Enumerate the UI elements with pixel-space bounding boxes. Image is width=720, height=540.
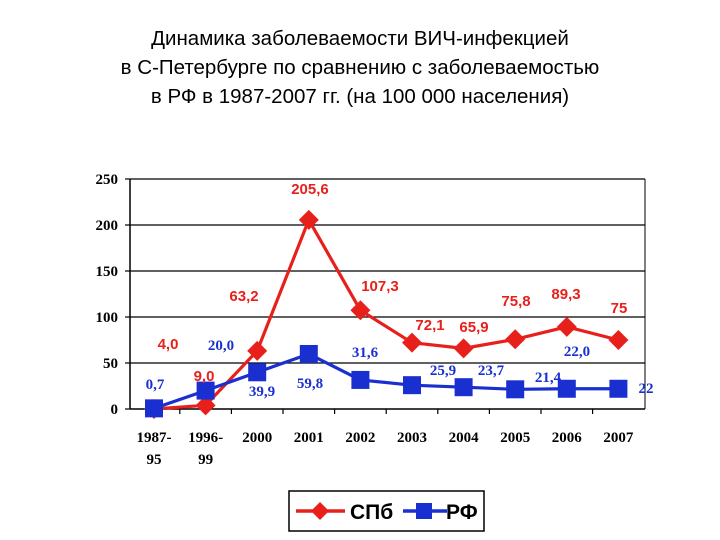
data-label-spb: 63,2 bbox=[229, 288, 258, 305]
data-label-spb: 75 bbox=[611, 300, 628, 317]
marker-square bbox=[506, 380, 525, 399]
marker-diamond bbox=[350, 300, 371, 321]
x-tick-label: 2004 bbox=[449, 430, 480, 446]
data-label-rf: 21,4 bbox=[535, 370, 562, 386]
marker-diamond bbox=[505, 329, 526, 350]
series-line-rf bbox=[153, 352, 619, 410]
x-tick-label: 2001 bbox=[294, 430, 324, 446]
series-line-spb bbox=[153, 218, 619, 411]
data-label-rf: 20,0 bbox=[208, 338, 234, 354]
data-label-rf: 39,9 bbox=[249, 384, 275, 400]
legend-label-rf: РФ bbox=[446, 501, 478, 524]
x-tick-label: 1987- bbox=[137, 430, 172, 446]
marker-diamond bbox=[247, 340, 268, 361]
marker-square bbox=[248, 363, 267, 382]
marker-diamond bbox=[608, 330, 629, 350]
data-label-rf: 23,7 bbox=[478, 363, 505, 379]
marker-square bbox=[196, 381, 215, 400]
data-labels: 4,0 63,2 205,6 107,3 72,1 65,9 75,8 89,3 75 0,7 20… bbox=[146, 181, 654, 400]
grid bbox=[130, 178, 645, 364]
title-line-3: в РФ в 1987-2007 гг. (на 100 000 населен… bbox=[150, 85, 570, 108]
legend: СПб РФ bbox=[288, 490, 485, 532]
data-label-spb: 89,3 bbox=[551, 286, 580, 303]
data-label-rf: 31,6 bbox=[352, 345, 379, 361]
x-tick-label: 2002 bbox=[345, 430, 375, 446]
data-label-spb: 4,0 bbox=[158, 336, 179, 353]
legend-marker-spb bbox=[311, 502, 329, 520]
marker-square bbox=[351, 370, 370, 389]
data-label-rf: 22 bbox=[639, 381, 654, 397]
y-tick-label: 100 bbox=[96, 310, 119, 326]
marker-diamond bbox=[453, 338, 474, 359]
data-label-spb-extra: 9,0 bbox=[194, 368, 215, 385]
data-label-spb: 107,3 bbox=[361, 278, 399, 295]
legend-label-spb: СПб bbox=[350, 501, 393, 524]
y-tick-label: 150 bbox=[96, 264, 119, 280]
x-tick-label: 2007 bbox=[603, 430, 634, 446]
marker-diamond bbox=[556, 316, 577, 337]
marker-diamond bbox=[195, 395, 216, 416]
legend-marker-rf bbox=[416, 503, 432, 519]
marker-diamond bbox=[298, 209, 319, 230]
x-tick-label: 95 bbox=[147, 452, 162, 468]
y-tick-label: 200 bbox=[96, 218, 119, 234]
data-label-rf: 0,7 bbox=[146, 377, 165, 393]
data-label-spb: 65,9 bbox=[459, 319, 488, 336]
marker-square bbox=[454, 378, 473, 397]
marker-square bbox=[145, 399, 163, 418]
title-line-1: Динамика заболеваемости ВИЧ-инфекцией bbox=[151, 27, 569, 50]
x-tick-label: 2000 bbox=[242, 430, 272, 446]
marker-square bbox=[299, 344, 318, 363]
data-label-rf: 25,9 bbox=[430, 363, 456, 379]
data-label-rf: 59,8 bbox=[297, 376, 323, 392]
x-tick-label: 2006 bbox=[552, 430, 583, 446]
x-tick-label: 2003 bbox=[397, 430, 427, 446]
x-tick-label: 99 bbox=[198, 452, 213, 468]
y-tick-label: 50 bbox=[103, 356, 118, 372]
marker-square bbox=[609, 379, 628, 398]
marker-square bbox=[557, 379, 576, 398]
data-label-spb: 75,8 bbox=[501, 293, 530, 310]
marker-diamond bbox=[402, 332, 422, 353]
y-tick-label: 250 bbox=[96, 172, 119, 188]
data-label-spb: 205,6 bbox=[291, 181, 329, 198]
data-label-spb: 72,1 bbox=[415, 317, 444, 334]
data-label-rf: 22,0 bbox=[564, 344, 590, 360]
title-line-2: в С-Петербурге по сравнению с заболеваем… bbox=[120, 56, 600, 79]
series bbox=[144, 209, 629, 419]
x-tick-label: 1996- bbox=[188, 430, 223, 446]
axes: 0 50 100 150 200 250 1987- 95 1996- 99 2000 2001 200… bbox=[96, 172, 646, 468]
chart-title: Динамика заболеваемости ВИЧ-инфекцией в … bbox=[0, 24, 720, 111]
x-tick-label: 2005 bbox=[500, 430, 530, 446]
marker-square bbox=[403, 376, 421, 395]
y-tick-label: 0 bbox=[111, 402, 119, 418]
